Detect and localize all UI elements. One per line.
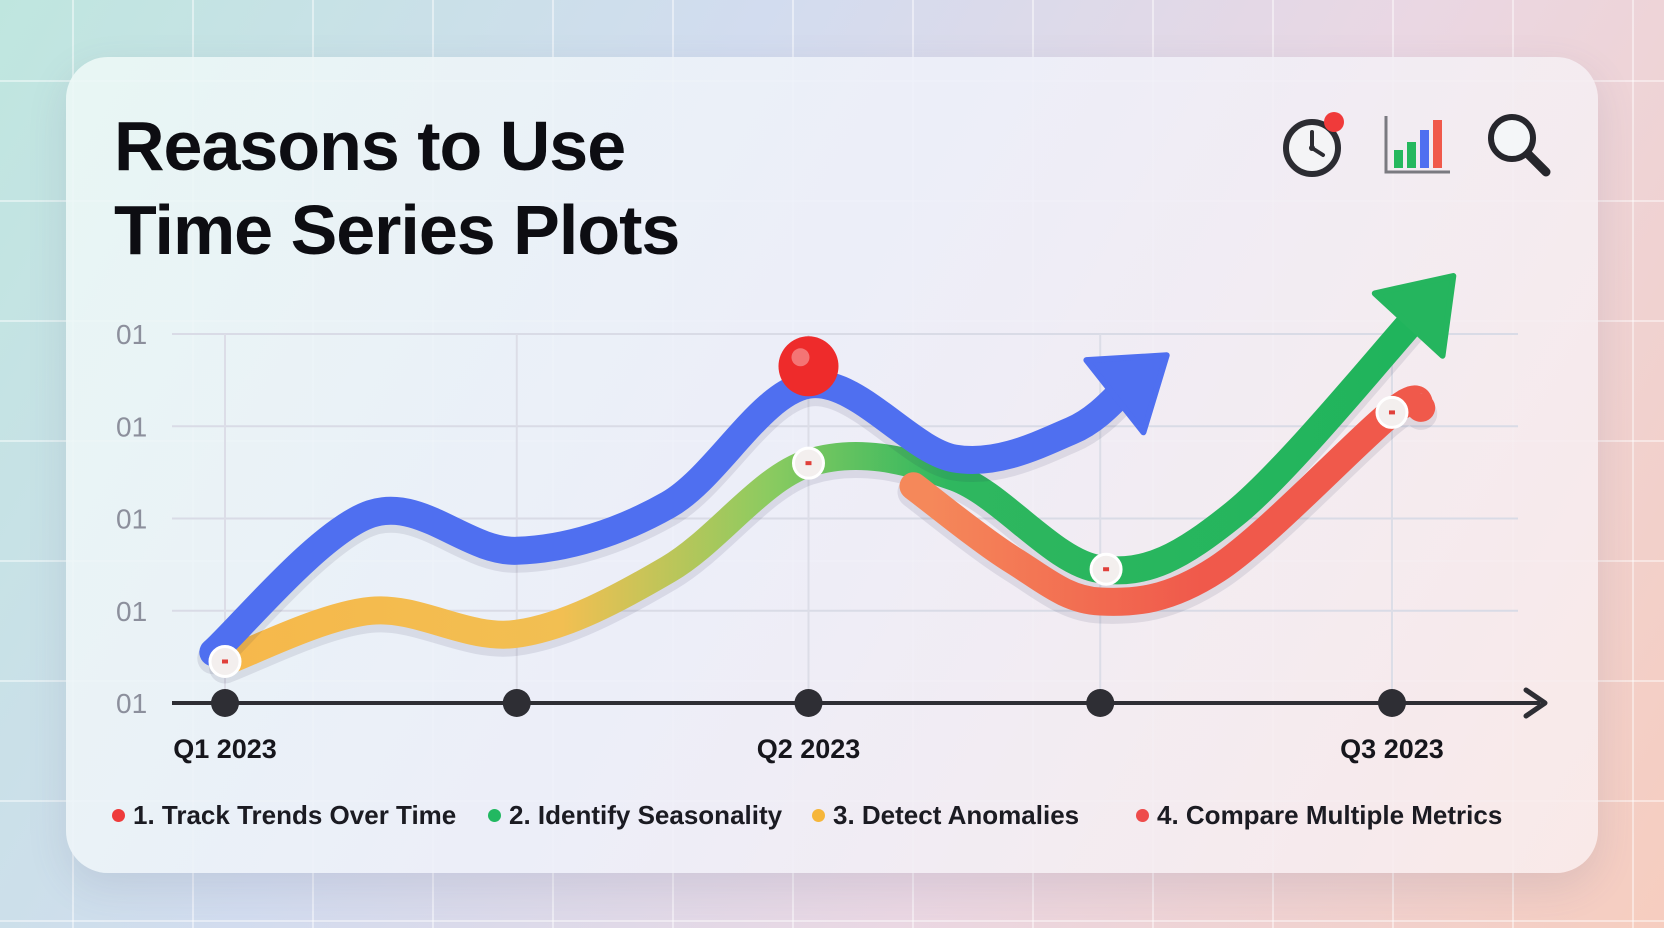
legend-label: 3. Detect Anomalies	[833, 799, 1080, 830]
y-tick-label: 01	[116, 688, 147, 719]
legend-swatch	[488, 808, 501, 822]
anomaly-marker	[778, 336, 839, 397]
x-tick-label: Q2 2023	[757, 734, 861, 764]
x-tick-label: Q1 2023	[173, 734, 277, 764]
series-arrow-seasonality	[1371, 273, 1457, 359]
legend-item: 2. Identify Seasonality	[488, 798, 782, 832]
legend-label: 1. Track Trends Over Time	[133, 799, 457, 830]
legend-label: 2. Identify Seasonality	[509, 799, 783, 830]
x-axis-tick-dot	[1086, 689, 1115, 717]
bar-chart-icon	[1384, 116, 1450, 174]
series-arrow-trend	[1083, 352, 1170, 436]
x-axis-tick-dot	[794, 689, 823, 717]
legend-item: 1. Track Trends Over Time	[112, 798, 456, 832]
legend-label: 4. Compare Multiple Metrics	[1157, 799, 1503, 830]
y-tick-label: 01	[116, 596, 147, 627]
x-tick-label: Q3 2023	[1340, 734, 1444, 764]
legend-item: 4. Compare Multiple Metrics	[1136, 798, 1502, 832]
title-line-2: Time Series Plots	[114, 191, 680, 269]
page-title: Reasons to Use Time Series Plots	[114, 104, 834, 272]
x-axis-arrow	[1523, 687, 1548, 719]
data-point-marker-center	[1103, 567, 1110, 572]
y-tick-label: 01	[116, 411, 147, 442]
x-axis-tick-dot	[1377, 689, 1406, 717]
x-axis-tick-dot	[502, 689, 531, 717]
legend-swatch	[1136, 808, 1149, 822]
data-point-marker-center	[1388, 410, 1395, 415]
y-tick-label: 01	[116, 504, 147, 535]
magnifier-icon	[1488, 114, 1551, 177]
x-axis-tick-dot	[211, 689, 239, 717]
series-line-trend	[199, 370, 1144, 667]
legend-swatch	[112, 808, 125, 822]
legend-item: 3. Detect Anomalies	[812, 798, 1079, 832]
title-line-1: Reasons to Use	[114, 107, 626, 185]
legend-swatch	[812, 808, 825, 822]
data-point-marker-center	[805, 461, 812, 466]
clock-alert-icon	[1283, 112, 1344, 177]
y-tick-label: 01	[116, 319, 147, 350]
anomaly-marker-highlight	[791, 348, 810, 367]
data-point-marker-center	[222, 659, 228, 664]
